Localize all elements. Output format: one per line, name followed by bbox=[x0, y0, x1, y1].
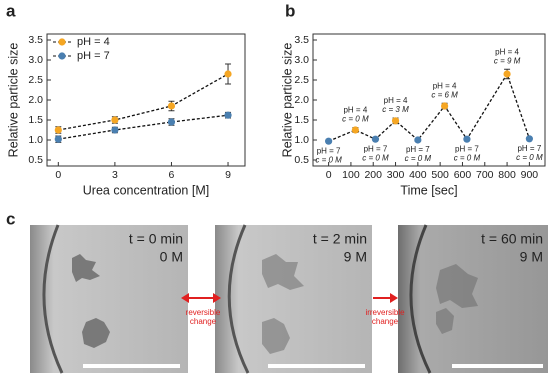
y-tick-label: 1.0 bbox=[294, 134, 309, 146]
legend-label: pH = 4 bbox=[77, 36, 110, 48]
data-point bbox=[54, 135, 62, 143]
legend-label: pH = 7 bbox=[77, 50, 110, 62]
panel-label: a bbox=[6, 1, 16, 20]
point-label: c = 6 M bbox=[431, 90, 458, 99]
point-label: pH = 7 bbox=[517, 144, 541, 153]
y-tick-label: 3.0 bbox=[28, 54, 43, 66]
x-axis-label: Time [sec] bbox=[400, 183, 457, 197]
arrow bbox=[181, 293, 398, 303]
y-tick-label: 2.5 bbox=[294, 74, 309, 86]
point-label: pH = 4 bbox=[495, 47, 519, 56]
y-tick-label: 3.5 bbox=[28, 34, 43, 46]
transition-label: reversible bbox=[186, 308, 221, 317]
legend-marker bbox=[58, 38, 66, 46]
transition-label: irreversible bbox=[365, 308, 405, 317]
data-point bbox=[414, 136, 422, 144]
x-tick-label: 900 bbox=[521, 169, 539, 181]
point-label: pH = 4 bbox=[343, 106, 367, 115]
point-label: pH = 4 bbox=[433, 81, 457, 90]
point-label: c = 3 M bbox=[382, 105, 409, 114]
x-tick-label: 200 bbox=[364, 169, 382, 181]
point-label: pH = 4 bbox=[384, 96, 408, 105]
data-point bbox=[54, 126, 62, 134]
x-tick-label: 3 bbox=[112, 169, 118, 181]
y-tick-label: 3.5 bbox=[294, 34, 309, 46]
image-concentration: 9 M bbox=[520, 249, 543, 265]
x-tick-label: 700 bbox=[476, 169, 494, 181]
point-label: c = 0 M bbox=[315, 155, 342, 164]
data-point bbox=[525, 135, 533, 143]
y-axis-label: Relative particle size bbox=[280, 43, 294, 158]
data-point bbox=[224, 70, 232, 78]
y-tick-label: 2.0 bbox=[294, 94, 309, 106]
y-tick-label: 3.0 bbox=[294, 54, 309, 66]
image-concentration: 0 M bbox=[160, 249, 183, 265]
image-time: t = 60 min bbox=[481, 231, 543, 247]
panel-label: b bbox=[285, 1, 295, 20]
data-point bbox=[111, 126, 119, 134]
point-label: c = 0 M bbox=[516, 153, 543, 162]
micrograph bbox=[215, 224, 372, 374]
x-tick-label: 500 bbox=[431, 169, 449, 181]
y-axis-label: Relative particle size bbox=[6, 43, 20, 158]
data-line bbox=[58, 114, 229, 140]
image-time: t = 2 min bbox=[313, 231, 367, 247]
x-axis-label: Urea concentration [M] bbox=[83, 183, 209, 197]
x-tick-label: 0 bbox=[55, 169, 61, 181]
x-tick-label: 600 bbox=[454, 169, 472, 181]
y-tick-label: 0.5 bbox=[294, 154, 309, 166]
image-concentration: 9 M bbox=[344, 249, 367, 265]
x-tick-label: 0 bbox=[326, 169, 332, 181]
point-label: pH = 7 bbox=[406, 145, 430, 154]
data-point bbox=[441, 102, 449, 110]
x-tick-label: 300 bbox=[387, 169, 405, 181]
transition-label: change bbox=[190, 317, 217, 326]
legend-marker bbox=[58, 52, 66, 60]
point-label: c = 0 M bbox=[362, 153, 389, 162]
point-label: c = 0 M bbox=[342, 115, 369, 124]
x-tick-label: 400 bbox=[409, 169, 427, 181]
data-line bbox=[58, 73, 229, 131]
y-tick-label: 1.5 bbox=[28, 114, 43, 126]
point-label: c = 0 M bbox=[454, 153, 481, 162]
x-tick-label: 100 bbox=[342, 169, 360, 181]
x-tick-label: 9 bbox=[225, 169, 231, 181]
data-point bbox=[503, 70, 511, 78]
y-tick-label: 0.5 bbox=[28, 154, 43, 166]
micrograph bbox=[398, 224, 548, 374]
y-tick-label: 2.0 bbox=[28, 94, 43, 106]
transition-label: change bbox=[372, 317, 399, 326]
panel-label: c bbox=[6, 209, 15, 228]
data-point bbox=[391, 117, 400, 125]
point-label: pH = 7 bbox=[455, 144, 479, 153]
point-label: c = 9 M bbox=[494, 56, 521, 65]
data-point bbox=[224, 111, 232, 119]
data-point bbox=[167, 118, 176, 126]
data-point bbox=[111, 116, 119, 124]
x-tick-label: 800 bbox=[498, 169, 516, 181]
data-point bbox=[371, 135, 380, 143]
y-tick-label: 1.0 bbox=[28, 134, 43, 146]
data-point bbox=[325, 137, 333, 145]
y-tick-label: 1.5 bbox=[294, 114, 309, 126]
point-label: pH = 7 bbox=[317, 146, 341, 155]
y-tick-label: 2.5 bbox=[28, 74, 43, 86]
point-label: pH = 7 bbox=[364, 144, 388, 153]
data-point bbox=[463, 135, 471, 143]
x-tick-label: 6 bbox=[169, 169, 175, 181]
image-time: t = 0 min bbox=[129, 231, 183, 247]
data-point bbox=[167, 102, 176, 110]
micrograph bbox=[30, 224, 188, 374]
point-label: c = 0 M bbox=[405, 154, 432, 163]
data-point bbox=[351, 126, 359, 134]
